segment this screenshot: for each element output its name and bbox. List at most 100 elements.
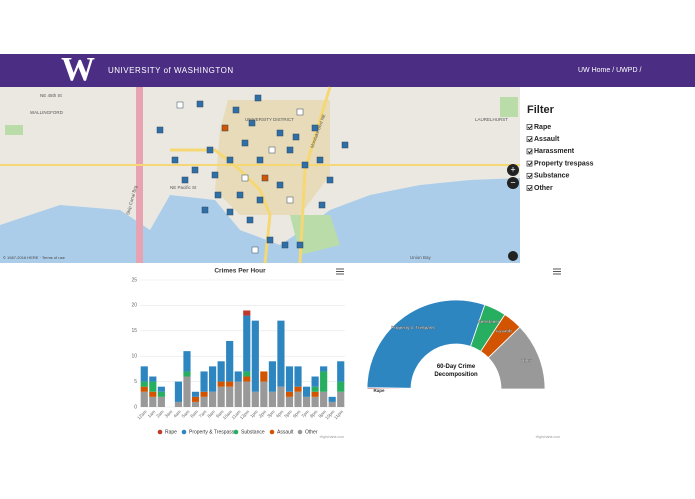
park [500, 97, 518, 117]
crime-marker[interactable] [341, 141, 349, 149]
crime-marker[interactable] [236, 191, 244, 199]
legend-symbol[interactable] [233, 429, 239, 435]
filter-option[interactable]: Assault [534, 136, 560, 143]
filter-checkbox[interactable] [526, 136, 533, 143]
crime-marker[interactable] [226, 156, 234, 164]
crime-marker[interactable] [191, 166, 199, 174]
bar-segment [157, 391, 165, 397]
crime-marker[interactable] [226, 208, 234, 216]
map-label: LAURELHURST [475, 117, 508, 122]
filter-checkbox[interactable] [526, 124, 533, 130]
legend-label[interactable]: Rape [165, 429, 177, 435]
crime-marker[interactable] [256, 156, 264, 164]
filter-check [527, 125, 533, 130]
crime-marker[interactable] [196, 100, 204, 108]
legend-label[interactable]: Property & Trespass [189, 429, 235, 435]
crime-marker[interactable] [246, 216, 254, 224]
nav[interactable]: UW Home / UWPD / [578, 67, 641, 74]
bar-segment [320, 391, 328, 407]
filter-title: Filter [527, 104, 555, 116]
bar-segment [174, 401, 183, 407]
crime-marker[interactable] [211, 171, 219, 179]
x-tick-label: 3am [164, 409, 174, 419]
crime-marker[interactable] [261, 174, 269, 182]
crime-marker[interactable] [286, 196, 294, 204]
crime-marker[interactable] [181, 176, 189, 184]
crime-marker[interactable] [232, 106, 240, 114]
crime-marker[interactable] [241, 139, 249, 147]
filter-option[interactable]: Harassment [534, 148, 575, 155]
pie-slice[interactable] [487, 326, 546, 390]
crime-marker[interactable] [281, 241, 289, 249]
bar-segment [157, 386, 165, 392]
filter-checkbox[interactable] [526, 160, 533, 167]
logo[interactable]: W [61, 51, 95, 88]
filter-option[interactable]: Substance [534, 173, 570, 180]
crime-marker[interactable] [221, 124, 229, 132]
legend-symbol[interactable] [297, 429, 303, 435]
zoom-in[interactable] [507, 164, 519, 176]
legend-label[interactable]: Substance [241, 429, 265, 435]
pie-slice[interactable] [366, 299, 486, 389]
crime-marker[interactable] [256, 196, 264, 204]
crime-marker[interactable] [266, 236, 274, 244]
bar-segment [294, 386, 302, 392]
map[interactable]: + − © 1987-2016 HERE · Terms of use NE 4… [0, 86, 520, 264]
crime-marker[interactable] [296, 108, 304, 116]
filter-checkbox[interactable] [526, 172, 533, 179]
bar-segment [251, 320, 259, 392]
chart-menu[interactable] [336, 268, 344, 275]
bar-segment [217, 361, 225, 382]
crime-marker[interactable] [311, 124, 319, 132]
crime-marker[interactable] [276, 181, 284, 189]
crime-marker[interactable] [201, 206, 209, 214]
crime-marker[interactable] [156, 126, 164, 134]
bar-segment [217, 386, 225, 407]
crime-marker[interactable] [254, 94, 262, 102]
filter-option[interactable]: Rape [534, 124, 551, 131]
crime-marker[interactable] [171, 156, 179, 164]
slice-label: Assault [496, 328, 513, 333]
x-tick-label: 8am [206, 409, 216, 419]
filter-check [527, 149, 533, 154]
chart-menu[interactable] [553, 268, 561, 275]
zoom-in-icon[interactable]: + [510, 164, 515, 174]
bar-segment [234, 381, 242, 407]
crime-marker[interactable] [296, 241, 304, 249]
crime-marker[interactable] [248, 119, 256, 127]
crime-marker[interactable] [318, 201, 326, 209]
zoom-out[interactable] [507, 177, 519, 189]
legend-symbol[interactable] [269, 429, 275, 435]
zoom-out-icon[interactable]: − [510, 177, 515, 187]
crime-marker[interactable] [286, 146, 294, 154]
crime-marker[interactable] [326, 176, 334, 184]
bar-segment [251, 391, 259, 407]
chart-title: 60-Day Crime Decomposition [434, 364, 478, 378]
map-label: UNIVERSITY DISTRICT [245, 117, 294, 122]
filter-option[interactable]: Property trespass [534, 160, 594, 167]
legend-label[interactable]: Other [305, 429, 318, 435]
crime-marker[interactable] [206, 146, 214, 154]
crime-marker[interactable] [251, 246, 259, 254]
markers [156, 94, 349, 254]
crime-marker[interactable] [214, 191, 222, 199]
crime-marker[interactable] [268, 146, 276, 154]
filter-checkbox[interactable] [526, 185, 533, 191]
crime-marker[interactable] [176, 101, 184, 109]
crime-marker[interactable] [292, 133, 300, 141]
layers[interactable] [508, 251, 518, 261]
y-tick-label: 20 [131, 303, 137, 309]
crime-marker[interactable] [241, 174, 249, 182]
filter-check [527, 137, 533, 142]
legend-symbol[interactable] [157, 429, 163, 435]
crime-marker[interactable] [301, 161, 309, 169]
crime-marker[interactable] [276, 129, 284, 137]
legend-label[interactable]: Assault [277, 429, 294, 435]
legend-symbol[interactable] [181, 429, 187, 435]
crime-marker[interactable] [316, 156, 324, 164]
filter-option[interactable]: Other [534, 185, 553, 192]
filter-checkbox[interactable] [526, 148, 533, 155]
map-label: NE Pacific St [170, 185, 197, 190]
filter-check [527, 186, 533, 191]
campus [215, 100, 330, 215]
